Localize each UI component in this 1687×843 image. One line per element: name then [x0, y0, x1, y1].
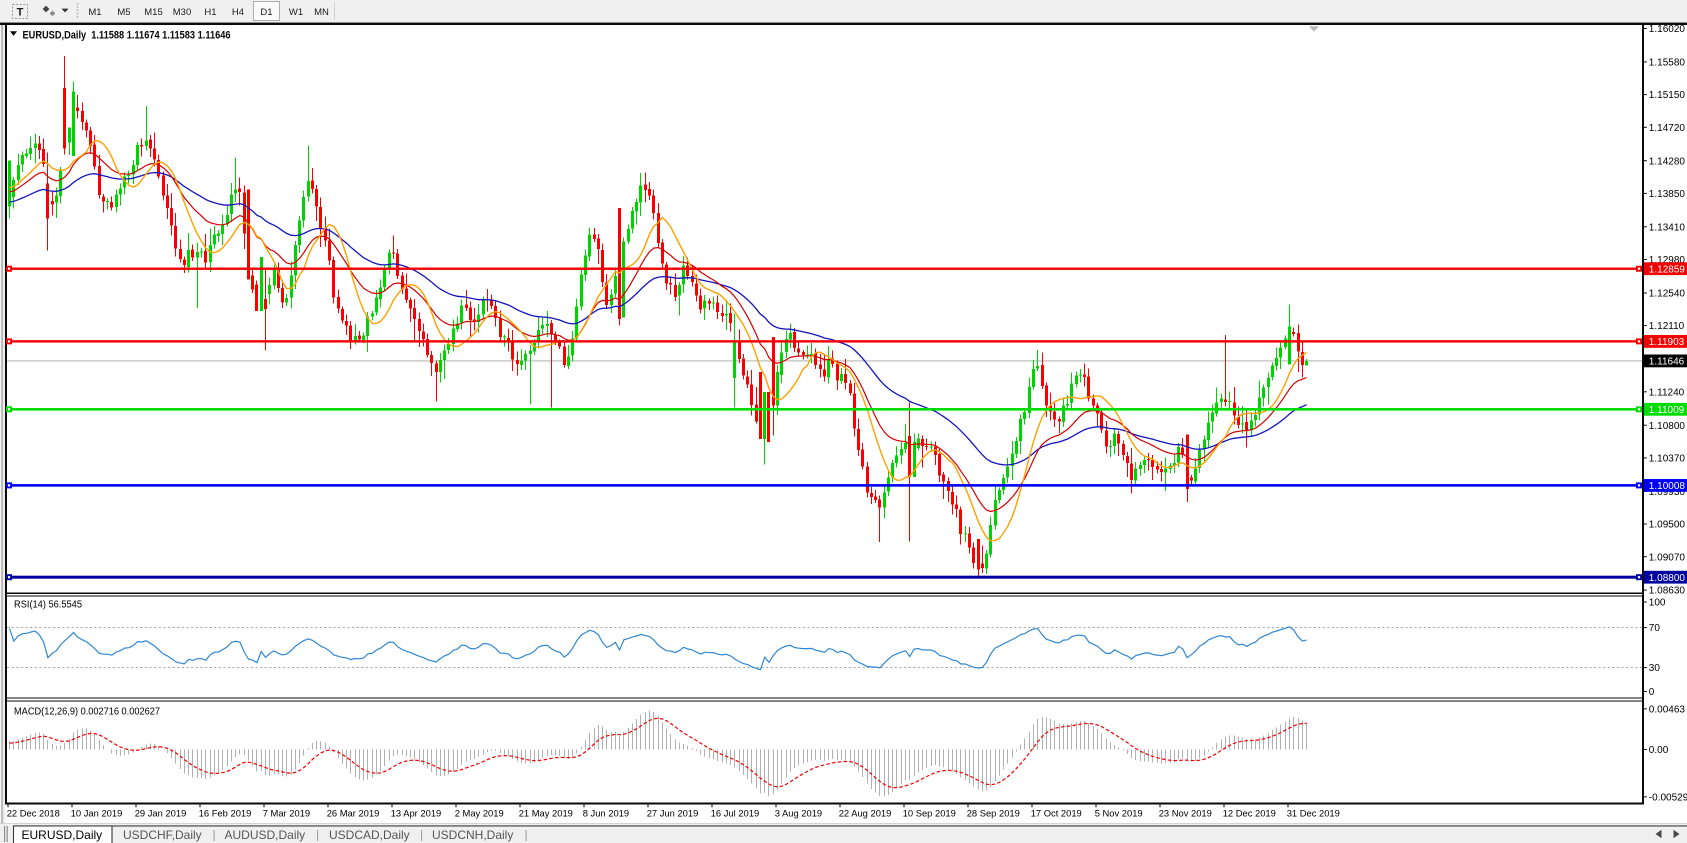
svg-text:|: |	[525, 828, 528, 842]
svg-text:70: 70	[1649, 623, 1661, 634]
svg-text:MACD(12,26,9) 0.002716 0.00262: MACD(12,26,9) 0.002716 0.002627	[14, 707, 160, 718]
svg-text:1.11240: 1.11240	[1649, 387, 1685, 398]
svg-text:USDCAD,Daily: USDCAD,Daily	[329, 828, 410, 842]
svg-text:12 Dec 2019: 12 Dec 2019	[1223, 807, 1276, 818]
svg-text:23 Nov 2019: 23 Nov 2019	[1159, 807, 1212, 818]
svg-text:26 Mar 2019: 26 Mar 2019	[327, 807, 380, 818]
svg-text:1.09500: 1.09500	[1649, 520, 1686, 531]
svg-text:22 Dec 2018: 22 Dec 2018	[7, 807, 60, 818]
svg-text:D1: D1	[260, 7, 272, 18]
svg-text:RSI(14) 56.5545: RSI(14) 56.5545	[14, 600, 82, 611]
svg-text:1.12540: 1.12540	[1649, 289, 1686, 300]
svg-text:1.11009: 1.11009	[1649, 405, 1685, 416]
svg-text:27 Jun 2019: 27 Jun 2019	[647, 807, 699, 818]
svg-text:-0.005299: -0.005299	[1649, 792, 1687, 803]
svg-text:T: T	[17, 7, 24, 19]
svg-text:2 May 2019: 2 May 2019	[455, 807, 504, 818]
svg-text:10 Jan 2019: 10 Jan 2019	[71, 807, 123, 818]
svg-text:5 Nov 2019: 5 Nov 2019	[1095, 807, 1143, 818]
svg-text:1.14720: 1.14720	[1649, 123, 1686, 134]
svg-text:1.13850: 1.13850	[1649, 189, 1686, 200]
svg-text:1.16020: 1.16020	[1649, 24, 1686, 35]
svg-text:1.12110: 1.12110	[1649, 321, 1685, 332]
svg-text:H4: H4	[232, 7, 244, 18]
svg-text:1.08800: 1.08800	[1649, 573, 1686, 584]
svg-text:16 Feb 2019: 16 Feb 2019	[199, 807, 252, 818]
svg-text:22 Aug 2019: 22 Aug 2019	[839, 807, 892, 818]
svg-text:|: |	[420, 828, 423, 842]
svg-text:0.00463: 0.00463	[1649, 704, 1686, 715]
svg-text:17 Oct 2019: 17 Oct 2019	[1031, 807, 1082, 818]
svg-text:|: |	[316, 828, 319, 842]
svg-text:1.15150: 1.15150	[1649, 90, 1686, 101]
svg-text:1.13410: 1.13410	[1649, 222, 1686, 233]
svg-text:M30: M30	[173, 7, 191, 18]
svg-text:1.08630: 1.08630	[1649, 586, 1686, 597]
svg-text:M5: M5	[117, 7, 130, 18]
svg-text:1.11903: 1.11903	[1649, 337, 1685, 348]
svg-text:13 Apr 2019: 13 Apr 2019	[391, 807, 442, 818]
svg-text:10 Sep 2019: 10 Sep 2019	[903, 807, 956, 818]
svg-text:USDCHF,Daily: USDCHF,Daily	[123, 828, 202, 842]
svg-text:21 May 2019: 21 May 2019	[519, 807, 573, 818]
svg-text:AUDUSD,Daily: AUDUSD,Daily	[225, 828, 306, 842]
svg-text:EURUSD,Daily: EURUSD,Daily	[22, 828, 103, 842]
svg-text:1.10800: 1.10800	[1649, 421, 1686, 432]
svg-text:1.15580: 1.15580	[1649, 58, 1686, 69]
svg-text:|: |	[213, 828, 216, 842]
svg-text:31 Dec 2019: 31 Dec 2019	[1287, 807, 1340, 818]
svg-text:3 Aug 2019: 3 Aug 2019	[775, 807, 822, 818]
svg-text:1.09070: 1.09070	[1649, 552, 1686, 563]
svg-text:USDCNH,Daily: USDCNH,Daily	[432, 828, 513, 842]
svg-text:30: 30	[1649, 663, 1661, 674]
svg-text:1.11646: 1.11646	[1649, 357, 1685, 368]
svg-text:0.00: 0.00	[1649, 745, 1669, 756]
svg-text:0: 0	[1649, 687, 1655, 698]
svg-text:16 Jul 2019: 16 Jul 2019	[711, 807, 759, 818]
svg-text:1.14280: 1.14280	[1649, 156, 1686, 167]
svg-text:1.10370: 1.10370	[1649, 454, 1686, 465]
svg-text:MN: MN	[314, 7, 329, 18]
svg-text:1.12859: 1.12859	[1649, 264, 1686, 275]
svg-text:8 Jun 2019: 8 Jun 2019	[583, 807, 629, 818]
svg-text:7 Mar 2019: 7 Mar 2019	[263, 807, 310, 818]
svg-text:28 Sep 2019: 28 Sep 2019	[967, 807, 1020, 818]
svg-text:H1: H1	[204, 7, 216, 18]
svg-text:1.12980: 1.12980	[1649, 255, 1686, 266]
svg-text:1.10008: 1.10008	[1649, 481, 1686, 492]
svg-text:M15: M15	[144, 7, 162, 18]
svg-text:1.09930: 1.09930	[1649, 487, 1686, 498]
svg-text:100: 100	[1649, 598, 1666, 609]
svg-text:29 Jan 2019: 29 Jan 2019	[135, 807, 187, 818]
svg-text:M1: M1	[88, 7, 101, 18]
svg-text:W1: W1	[289, 7, 303, 18]
svg-text:EURUSD,Daily 1.11588 1.11674: EURUSD,Daily 1.11588 1.11674 1.11583 1.1…	[23, 29, 231, 41]
